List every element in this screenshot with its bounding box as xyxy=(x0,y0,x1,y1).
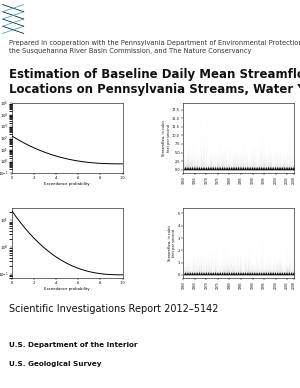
Text: Estimation of Baseline Daily Mean Streamflows for Ungaged
Locations on Pennsylva: Estimation of Baseline Daily Mean Stream… xyxy=(9,68,300,97)
X-axis label: Exceedance probability: Exceedance probability xyxy=(44,287,90,291)
Text: U.S. Department of the Interior: U.S. Department of the Interior xyxy=(9,342,137,348)
Bar xyxy=(3,5,24,33)
Text: science for a changing world: science for a changing world xyxy=(28,26,90,29)
Text: USGS: USGS xyxy=(28,10,66,24)
Y-axis label: Streamflow, in cubic
feet per second: Streamflow, in cubic feet per second xyxy=(168,225,176,261)
Text: Prepared in cooperation with the Pennsylvania Department of Environmental Protec: Prepared in cooperation with the Pennsyl… xyxy=(9,40,300,54)
Text: U.S. Geological Survey: U.S. Geological Survey xyxy=(9,361,101,367)
X-axis label: Exceedance probability: Exceedance probability xyxy=(44,182,90,186)
Y-axis label: Streamflow, in cubic
feet per second: Streamflow, in cubic feet per second xyxy=(162,120,171,156)
Text: Scientific Investigations Report 2012–5142: Scientific Investigations Report 2012–51… xyxy=(9,304,218,314)
